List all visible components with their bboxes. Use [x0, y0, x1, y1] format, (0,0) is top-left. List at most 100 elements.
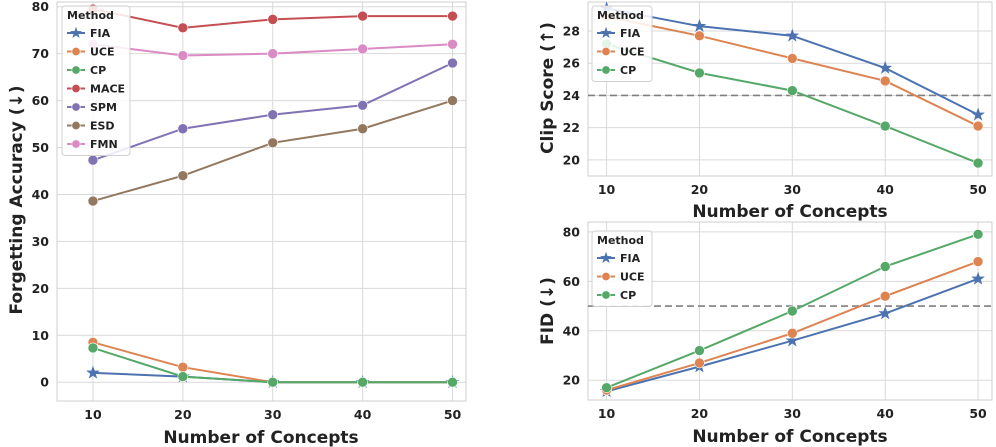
x-tick-label: 40 — [876, 406, 894, 421]
x-tick-label: 10 — [598, 406, 616, 421]
data-point-fmn — [267, 48, 279, 59]
data-point-fmn — [177, 50, 189, 61]
data-point-cp — [267, 376, 279, 388]
data-point-cp — [447, 376, 458, 388]
legend-title: Method — [67, 9, 114, 22]
x-tick-label: 40 — [354, 407, 372, 422]
legend-marker-fmn — [71, 139, 81, 149]
legend: Method FIA UCE CP — [591, 5, 653, 82]
legend-marker-spm — [71, 102, 81, 112]
y-tick-label: 28 — [563, 24, 580, 39]
y-tick-label: 0 — [40, 375, 49, 390]
y-tick-label: 60 — [32, 93, 50, 108]
data-point-cp — [972, 157, 984, 169]
data-point-cp — [87, 342, 99, 354]
data-point-cp — [694, 67, 705, 79]
data-point-fia — [878, 306, 893, 320]
data-point-cp — [787, 305, 798, 317]
plot-frame — [587, 1, 993, 177]
x-tick-label: 30 — [784, 406, 802, 421]
x-tick-label: 40 — [876, 182, 894, 197]
x-axis-label: Number of Concepts — [163, 428, 358, 447]
data-point-cp — [879, 120, 891, 132]
data-point-spm — [357, 99, 368, 111]
y-tick-label: 20 — [563, 152, 581, 167]
data-point-fia — [86, 365, 100, 379]
data-point-cp — [177, 371, 189, 382]
data-point-cp — [357, 376, 368, 388]
legend-marker-mace — [71, 84, 81, 94]
legend-marker-cp — [601, 290, 611, 300]
y-tick-label: 70 — [32, 46, 50, 61]
data-point-uce — [787, 327, 798, 339]
data-point-uce — [972, 256, 984, 267]
legend-title: Method — [597, 9, 644, 22]
x-tick-label: 50 — [969, 406, 987, 421]
data-point-fia — [785, 28, 800, 42]
y-tick-label: 50 — [32, 140, 50, 155]
series-group — [599, 2, 985, 169]
data-point-spm — [177, 123, 189, 135]
data-point-uce — [787, 53, 798, 64]
x-tick-label: 30 — [784, 182, 802, 197]
data-point-spm — [267, 109, 279, 120]
y-tick-label: 20 — [32, 281, 50, 296]
data-point-fia — [971, 271, 985, 285]
legend-marker-fia — [600, 26, 612, 38]
legend-marker-esd — [71, 121, 81, 131]
legend-label-esd: ESD — [90, 120, 115, 133]
data-point-cp — [787, 85, 798, 96]
x-axis-label: Number of Concepts — [692, 427, 887, 447]
x-tick-label: 50 — [969, 182, 987, 197]
data-point-mace — [447, 10, 458, 22]
plot-frame — [587, 221, 993, 401]
legend-label-uce: UCE — [620, 46, 645, 59]
y-tick-label: 80 — [563, 224, 581, 239]
y-tick-label: 20 — [563, 373, 581, 388]
legend-marker-cp — [601, 65, 611, 75]
legend-box — [591, 5, 653, 82]
x-tick-label: 10 — [84, 407, 102, 422]
data-point-fmn — [357, 43, 368, 55]
data-point-cp — [879, 261, 891, 272]
legend: Method FIA UCE CP MACE SPM ESD FMN — [61, 5, 131, 156]
data-point-esd — [357, 123, 368, 135]
y-axis-label: FID (↓) — [538, 277, 558, 345]
legend-label-cp: CP — [90, 64, 106, 77]
chart-forgetting: 10 20 30 40 50 0 10 20 30 40 50 60 70 80 Number of Con… — [7, 0, 467, 447]
chart-clip: 10 20 30 40 50 20 22 24 26 28 Number of Concepts Cl… — [538, 1, 993, 222]
data-point-fmn — [447, 38, 458, 50]
y-tick-label: 40 — [563, 323, 581, 338]
legend-label-fia: FIA — [90, 27, 111, 40]
legend-marker-uce — [601, 46, 611, 56]
chart-fid: 10 20 30 40 50 20 40 60 80 Number of Concepts FID … — [538, 221, 993, 447]
x-tick-label: 20 — [691, 406, 709, 421]
legend-marker-cp — [71, 65, 81, 75]
plot-frame — [56, 1, 467, 402]
data-point-mace — [267, 14, 279, 25]
legend-label-uce: UCE — [90, 46, 115, 59]
data-point-cp — [972, 229, 984, 240]
data-point-uce — [879, 290, 891, 302]
data-point-cp — [601, 382, 612, 393]
y-tick-label: 10 — [32, 328, 50, 343]
legend-label-cp: CP — [620, 289, 636, 302]
legend-label-fmn: FMN — [90, 138, 118, 151]
y-tick-label: 26 — [563, 56, 581, 71]
x-tick-label: 20 — [174, 407, 192, 422]
legend-label-uce: UCE — [620, 271, 645, 284]
data-point-fia — [785, 333, 800, 347]
legend-marker-uce — [71, 46, 81, 56]
y-tick-label: 30 — [32, 234, 50, 249]
legend-marker-uce — [601, 271, 611, 281]
x-tick-label: 50 — [444, 407, 462, 422]
x-tick-label: 10 — [598, 182, 616, 197]
legend: Method FIA UCE CP — [591, 230, 653, 307]
data-point-fia — [878, 60, 893, 74]
y-tick-label: 60 — [563, 274, 581, 289]
legend-label-fia: FIA — [620, 252, 641, 265]
data-point-esd — [177, 170, 189, 181]
legend-box — [591, 230, 653, 307]
data-point-spm — [447, 57, 458, 69]
data-point-uce — [694, 357, 705, 369]
